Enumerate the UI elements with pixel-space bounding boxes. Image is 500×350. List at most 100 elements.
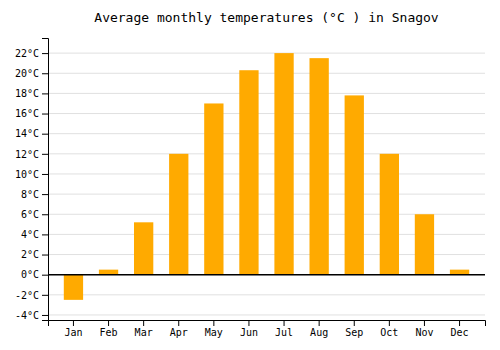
bar: [450, 270, 469, 275]
y-tick: 4°C: [21, 229, 48, 240]
bar: [99, 270, 118, 275]
x-tick: Jul: [275, 320, 293, 338]
x-tick: Mar: [135, 320, 153, 338]
bar: [134, 222, 153, 274]
bar: [345, 95, 364, 274]
x-tick-mark: [143, 320, 144, 326]
x-tick-mark: [354, 320, 355, 326]
y-tick-label: 12°C: [15, 149, 39, 160]
y-tick-label: 16°C: [15, 108, 39, 119]
y-tick-label: -2°C: [15, 290, 39, 301]
bars: [64, 53, 469, 300]
x-tick: Feb: [100, 320, 118, 338]
y-tick-mark: [42, 174, 48, 175]
y-tick-label: 4°C: [21, 229, 39, 240]
chart: -4°C -2°C 0°C 2°C 4°C 6°C 8°C 10°C 12°C 14°C 16°C 1…: [0, 0, 500, 350]
y-tick-label: 20°C: [15, 68, 39, 79]
y-tick-mark: [42, 315, 48, 316]
x-tick: Oct: [380, 320, 398, 338]
y-tick-mark: [42, 53, 48, 54]
x-tick-mark: [424, 320, 425, 326]
bar: [204, 103, 223, 274]
y-tick-mark: [42, 154, 48, 155]
x-tick: Jun: [240, 320, 258, 338]
bar: [415, 214, 434, 274]
y-tick: 10°C: [15, 169, 48, 180]
y-tick-label: 14°C: [15, 128, 39, 139]
y-tick: 22°C: [15, 48, 48, 59]
y-tick: 20°C: [15, 68, 48, 79]
y-tick: 0°C: [21, 269, 48, 280]
bar: [239, 70, 258, 274]
x-tick-mark: [284, 320, 285, 326]
y-tick-label: 2°C: [21, 249, 39, 260]
y-tick: 18°C: [15, 88, 48, 99]
grid-line: [48, 93, 485, 94]
y-tick-label: 18°C: [15, 88, 39, 99]
x-tick-label: May: [205, 327, 223, 338]
x-tick-label: Feb: [100, 327, 118, 338]
x-tick: Apr: [170, 320, 188, 338]
y-axis: -4°C -2°C 0°C 2°C 4°C 6°C 8°C 10°C 12°C 14°C 16°C 1…: [15, 39, 49, 321]
y-tick: 16°C: [15, 108, 48, 119]
y-tick-mark: [42, 234, 48, 235]
x-tick-label: Jan: [64, 327, 82, 338]
x-tick-label: Sep: [345, 327, 363, 338]
grid-line: [48, 274, 485, 275]
y-tick-label: 10°C: [15, 169, 39, 180]
y-tick-mark: [42, 214, 48, 215]
bar: [274, 53, 293, 275]
bar: [169, 154, 188, 275]
y-tick: 2°C: [21, 249, 48, 260]
x-tick-label: Aug: [310, 327, 328, 338]
x-axis-line: [49, 321, 486, 327]
x-tick-label: Jul: [275, 327, 293, 338]
zero-line: [48, 274, 485, 276]
y-tick: -2°C: [15, 290, 48, 301]
y-tick-mark: [42, 275, 48, 276]
grid-line: [48, 314, 485, 315]
x-axis: Jan Feb Mar Apr May Jun Jul Aug Sep Oct Nov Dec: [49, 320, 486, 338]
x-tick-mark: [178, 320, 179, 326]
grid-line: [48, 153, 485, 154]
x-tick-mark: [389, 320, 390, 326]
x-tick-mark: [213, 320, 214, 326]
x-tick: May: [205, 320, 223, 338]
bar: [380, 154, 399, 275]
x-tick: Dec: [451, 320, 469, 338]
x-tick-label: Apr: [170, 327, 188, 338]
y-tick-label: 8°C: [21, 189, 39, 200]
x-tick-label: Nov: [415, 327, 433, 338]
x-tick: Sep: [345, 320, 363, 338]
grid-line: [48, 53, 485, 54]
y-tick-label: -4°C: [15, 310, 39, 321]
y-tick-mark: [42, 295, 48, 296]
x-tick-label: Mar: [135, 327, 153, 338]
y-tick-label: 6°C: [21, 209, 39, 220]
y-tick: -4°C: [15, 310, 48, 321]
y-tick-label: 0°C: [21, 269, 39, 280]
x-tick-mark: [108, 320, 109, 326]
x-tick-mark: [73, 320, 74, 326]
y-tick: 8°C: [21, 189, 48, 200]
y-tick-mark: [42, 93, 48, 94]
x-tick: Nov: [415, 320, 433, 338]
y-axis-line: [42, 39, 49, 321]
x-tick-label: Jun: [240, 327, 258, 338]
x-tick-mark: [459, 320, 460, 326]
grid: [48, 53, 485, 315]
x-tick-label: Dec: [451, 327, 469, 338]
grid-line: [48, 294, 485, 295]
x-tick-mark: [248, 320, 249, 326]
x-tick: Aug: [310, 320, 328, 338]
y-tick: 6°C: [21, 209, 48, 220]
title: Average monthly temperatures (°C ) in Sn…: [94, 10, 439, 25]
grid-line: [48, 194, 485, 195]
grid-line: [48, 113, 485, 114]
y-tick: 12°C: [15, 149, 48, 160]
y-tick-mark: [42, 194, 48, 195]
plot: -4°C -2°C 0°C 2°C 4°C 6°C 8°C 10°C 12°C 14°C 16°C 1…: [15, 39, 486, 339]
y-tick-mark: [42, 134, 48, 135]
grid-line: [48, 73, 485, 74]
y-tick-mark: [42, 255, 48, 256]
